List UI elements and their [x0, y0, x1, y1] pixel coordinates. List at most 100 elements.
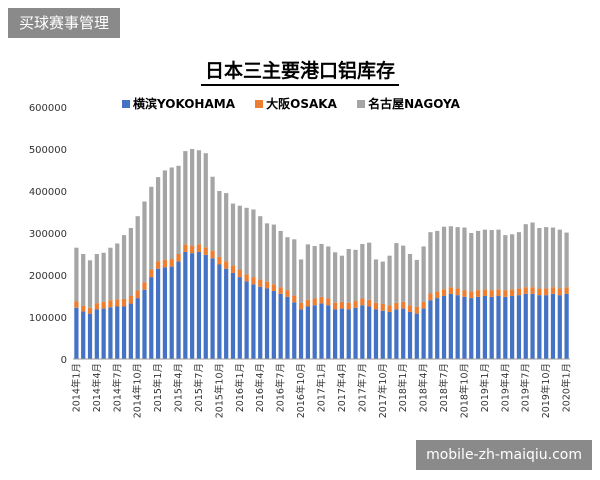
bar-segment-nagoya [496, 229, 501, 290]
bar-segment-yokohama [414, 313, 419, 359]
bar-segment-nagoya [482, 229, 488, 290]
bar-segment-osaka [305, 299, 310, 307]
bar-segment-yokohama [401, 308, 406, 359]
bar-segment-osaka [346, 302, 351, 310]
bar-segment-osaka [530, 287, 535, 294]
bar-segment-nagoya [244, 207, 249, 275]
bar-segment-nagoya [162, 170, 168, 260]
bar-segment-yokohama [353, 307, 358, 359]
bar-segment-nagoya [169, 167, 174, 260]
bar-segment-yokohama [203, 254, 208, 359]
bar-segment-nagoya [557, 229, 562, 289]
bar-segment-osaka [339, 301, 345, 309]
bar-segment-yokohama [455, 295, 460, 359]
bar-segment-osaka [155, 261, 161, 269]
bar-segment-nagoya [149, 186, 154, 270]
bar-segment-yokohama [333, 309, 338, 359]
bar-segment-osaka [428, 293, 433, 301]
bar-segment-nagoya [258, 216, 263, 280]
bar-segment-nagoya [326, 246, 331, 299]
bar-segment-nagoya [115, 243, 120, 300]
bar-segment-osaka [217, 256, 222, 265]
bar-segment-nagoya [367, 242, 372, 300]
x-tick-label: 2015年10月 [213, 363, 225, 418]
bar-segment-yokohama [230, 272, 236, 359]
bar-segment-nagoya [312, 246, 317, 299]
bar-segment-yokohama [271, 290, 276, 359]
bar-segment-osaka [196, 244, 202, 252]
bar-segment-nagoya [455, 227, 460, 289]
bar-segment-osaka [367, 299, 372, 307]
bar-segment-osaka [224, 261, 229, 269]
bar-segment-nagoya [353, 249, 358, 302]
bar-segment-yokohama [217, 264, 222, 359]
bar-segment-osaka [142, 282, 147, 290]
bar-segment-osaka [455, 288, 460, 296]
x-tick-label: 2018年7月 [438, 363, 450, 412]
bar-segment-yokohama [564, 293, 569, 359]
bar-segment-osaka [162, 259, 168, 268]
legend-item-osaka: 大阪OSAKA [255, 95, 337, 112]
bar-segment-nagoya [183, 151, 188, 245]
legend-swatch-nagoya [357, 100, 366, 108]
x-tick-label: 2018年4月 [418, 363, 430, 412]
x-tick-label: 2014年1月 [70, 363, 82, 412]
bar-segment-nagoya [298, 259, 304, 303]
bar-segment-nagoya [87, 260, 93, 308]
bar-segment-nagoya [346, 248, 351, 303]
bar-segment-yokohama [557, 295, 562, 359]
bar-segment-yokohama [516, 295, 522, 359]
bar-segment-osaka [516, 288, 522, 296]
bar-segment-nagoya [224, 193, 229, 262]
bar-segment-yokohama [523, 293, 528, 359]
bar-segment-osaka [550, 287, 556, 294]
bar-segment-yokohama [196, 251, 202, 359]
bar-segment-yokohama [74, 307, 79, 359]
bar-segment-nagoya [94, 254, 99, 304]
bar-segment-osaka [394, 302, 399, 310]
footer-url-badge: mobile-zh-maiqiu.com [416, 440, 592, 470]
bar-segment-yokohama [550, 293, 556, 359]
bar-segment-yokohama [237, 277, 242, 359]
bar-segment-nagoya [210, 176, 215, 251]
bar-segment-yokohama [190, 253, 195, 359]
bar-segment-yokohama [387, 311, 392, 359]
bar-segment-yokohama [544, 295, 549, 359]
bar-segment-osaka [544, 288, 549, 296]
legend-swatch-yokohama [122, 100, 130, 108]
bar-segment-yokohama [292, 302, 297, 359]
bar-segment-yokohama [380, 310, 385, 359]
bar-segment-yokohama [183, 251, 188, 359]
x-tick-label: 2019年10月 [540, 363, 552, 418]
bar-segment-nagoya [462, 227, 467, 291]
x-tick-label: 2017年4月 [336, 363, 348, 412]
bar-segment-osaka [475, 290, 481, 297]
bar-segment-nagoya [203, 153, 208, 248]
bar-segment-yokohama [312, 305, 317, 359]
bar-segment-osaka [292, 295, 297, 303]
bar-segment-yokohama [394, 309, 399, 359]
bar-segment-yokohama [244, 281, 249, 359]
chart-title-text: 日本三主要港口铝库存 [200, 56, 399, 86]
bar-segment-yokohama [339, 308, 345, 359]
bar-segment-yokohama [101, 308, 106, 359]
bar-segment-osaka [462, 290, 467, 297]
bar-segment-nagoya [271, 224, 276, 285]
bar-segment-yokohama [537, 295, 542, 359]
bar-segment-nagoya [285, 237, 290, 291]
bar-segment-yokohama [278, 293, 283, 359]
bar-segment-osaka [523, 287, 528, 294]
y-tick-label: 300000 [29, 229, 67, 240]
bar-segment-nagoya [489, 230, 494, 291]
x-tick-label: 2014年4月 [91, 363, 103, 412]
x-tick-label: 2017年10月 [377, 363, 389, 418]
bar-segment-osaka [503, 290, 508, 297]
bar-segment-yokohama [251, 284, 256, 359]
bar-segment-nagoya [319, 243, 324, 297]
legend-label-nagoya: 名古屋NAGOYA [368, 97, 460, 111]
site-badge: 买球赛事管理 [8, 8, 121, 38]
bar-segment-osaka [271, 284, 276, 291]
bar-segment-osaka [298, 302, 304, 310]
bar-segment-osaka [244, 274, 249, 282]
x-tick-label: 2019年1月 [479, 363, 491, 412]
